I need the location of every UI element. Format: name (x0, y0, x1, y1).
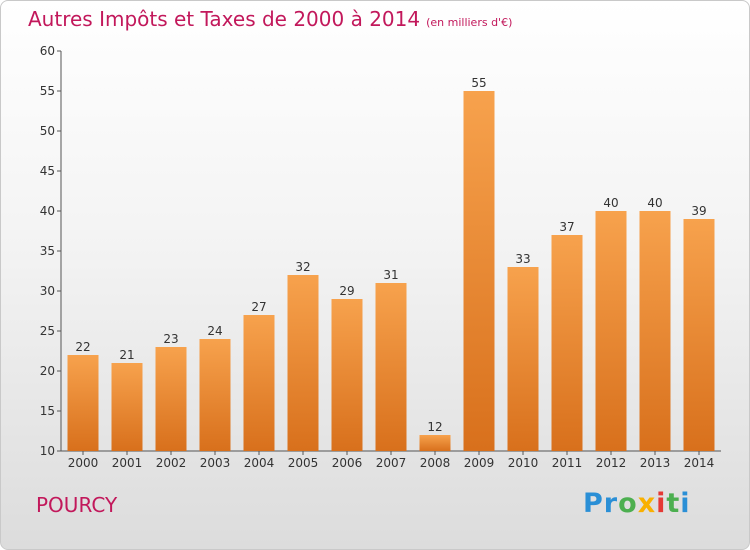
bar (111, 363, 143, 451)
brand-letter: t (666, 488, 681, 519)
y-tick-label: 60 (40, 44, 55, 58)
y-tick-label: 20 (40, 364, 55, 378)
bar (67, 355, 99, 451)
x-tick-label: 2009 (464, 456, 495, 470)
chart-subtitle: (en milliers d'€) (426, 16, 513, 29)
y-tick-label: 55 (40, 84, 55, 98)
x-tick-label: 2006 (332, 456, 363, 470)
bar-value-label: 27 (251, 300, 266, 314)
bar (551, 235, 583, 451)
bar (199, 339, 231, 451)
bar-value-label: 40 (647, 196, 662, 210)
bar (639, 211, 671, 451)
brand-letter: o (618, 488, 638, 519)
bar (463, 91, 495, 451)
x-tick-label: 2005 (288, 456, 319, 470)
bar (155, 347, 187, 451)
y-tick-label: 15 (40, 404, 55, 418)
x-tick-label: 2003 (200, 456, 231, 470)
bar-value-label: 33 (515, 252, 530, 266)
bar-value-label: 21 (119, 348, 134, 362)
chart-title: Autres Impôts et Taxes de 2000 à 2014 (en… (28, 7, 512, 31)
x-tick-label: 2000 (68, 456, 99, 470)
bar (595, 211, 627, 451)
bar (683, 219, 715, 451)
bar-value-label: 31 (383, 268, 398, 282)
x-tick-label: 2013 (640, 456, 671, 470)
y-tick-label: 45 (40, 164, 55, 178)
bar (331, 299, 363, 451)
bar-value-label: 23 (163, 332, 178, 346)
commune-name: POURCY (36, 493, 118, 517)
x-tick-label: 2007 (376, 456, 407, 470)
x-tick-label: 2011 (552, 456, 583, 470)
bar-value-label: 40 (603, 196, 618, 210)
x-tick-label: 2014 (684, 456, 715, 470)
brand-letter: i (656, 488, 667, 519)
y-tick-label: 30 (40, 284, 55, 298)
brand-letter: P (583, 488, 604, 519)
bar-value-label: 29 (339, 284, 354, 298)
bar (507, 267, 539, 451)
brand-letter: r (603, 488, 619, 519)
bar-value-label: 32 (295, 260, 310, 274)
chart-title-text: Autres Impôts et Taxes de 2000 à 2014 (28, 7, 421, 31)
x-tick-label: 2004 (244, 456, 275, 470)
bar (375, 283, 407, 451)
bar (287, 275, 319, 451)
bar (419, 435, 451, 451)
x-tick-label: 2008 (420, 456, 451, 470)
x-tick-label: 2002 (156, 456, 187, 470)
y-tick-label: 25 (40, 324, 55, 338)
bar (243, 315, 275, 451)
y-tick-label: 40 (40, 204, 55, 218)
x-tick-label: 2010 (508, 456, 539, 470)
bar-value-label: 22 (75, 340, 90, 354)
x-tick-label: 2001 (112, 456, 143, 470)
bar-value-label: 12 (427, 420, 442, 434)
y-tick-label: 50 (40, 124, 55, 138)
proxiti-logo: Proxiti (583, 488, 691, 519)
brand-letter: x (637, 488, 657, 519)
bar-value-label: 55 (471, 76, 486, 90)
y-tick-label: 10 (40, 444, 55, 458)
bar-value-label: 24 (207, 324, 222, 338)
brand-letter: i (680, 488, 691, 519)
x-tick-label: 2012 (596, 456, 627, 470)
y-tick-label: 35 (40, 244, 55, 258)
bar-value-label: 37 (559, 220, 574, 234)
bar-value-label: 39 (691, 204, 706, 218)
